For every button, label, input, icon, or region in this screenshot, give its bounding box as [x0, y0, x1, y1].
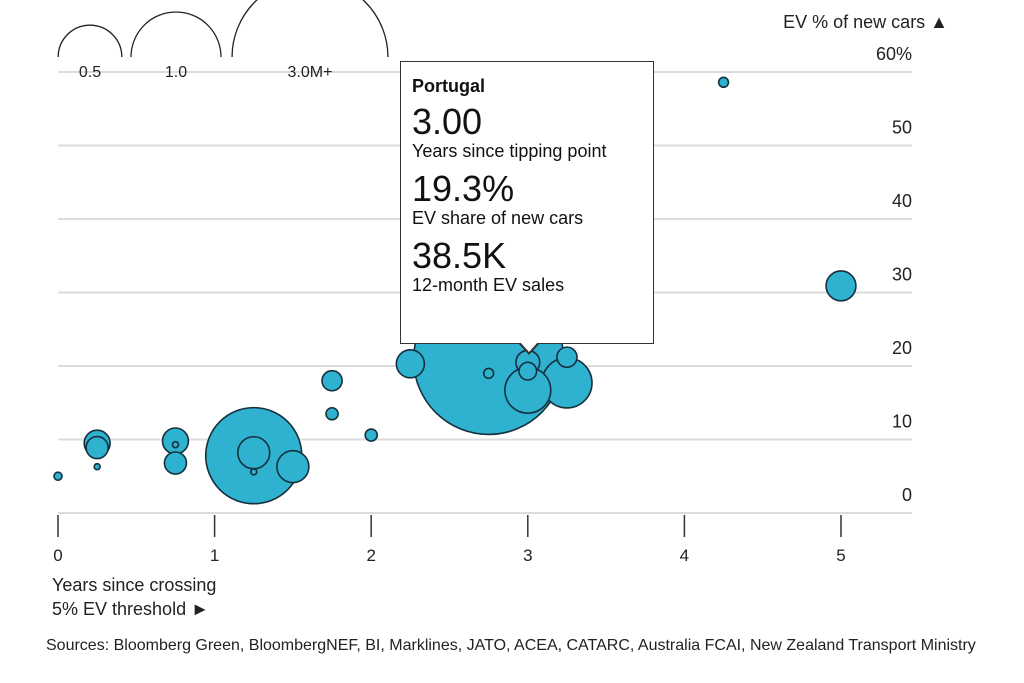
- bubble: [171, 440, 180, 449]
- tooltip-sales-value: 38.5K: [412, 235, 507, 276]
- x-tick-label: 3: [523, 546, 532, 565]
- y-tick-label: 30: [892, 265, 912, 285]
- bubble-portugal: [518, 361, 538, 381]
- size-legend-arc: [130, 11, 222, 58]
- tooltip-years-value: 3.00: [412, 101, 483, 142]
- size-legend-arc: [231, 0, 389, 58]
- tooltip-sales-label: 12-month EV sales: [412, 275, 565, 295]
- bubble: [276, 449, 310, 484]
- x-tick-label: 4: [680, 546, 689, 565]
- y-tick-label: 0: [902, 485, 912, 505]
- size-legend-label: 3.0M+: [288, 64, 333, 81]
- bubble: [85, 435, 109, 460]
- tooltip: Portugal 3.00 Years since tipping point …: [400, 61, 654, 344]
- bubble: [364, 428, 379, 442]
- y-tick-label: 10: [892, 412, 912, 432]
- y-tick-label: 20: [892, 338, 912, 358]
- bubble: [556, 346, 578, 369]
- y-tick-label: 40: [892, 191, 912, 211]
- bubble: [53, 471, 63, 482]
- bubble: [236, 435, 271, 470]
- bubble: [717, 76, 730, 89]
- tooltip-years-label: Years since tipping point: [412, 141, 607, 161]
- size-legend-label: 1.0: [165, 64, 187, 81]
- x-tick-label: 0: [53, 546, 62, 565]
- bubble: [321, 369, 343, 392]
- x-tick-label: 2: [366, 546, 375, 565]
- size-legend-label: 0.5: [79, 64, 101, 81]
- bubble: [93, 462, 101, 471]
- bubble: [163, 451, 188, 475]
- bubble: [482, 367, 495, 380]
- x-axis-title-line1: Years since crossing: [52, 575, 217, 595]
- bubble: [325, 406, 339, 421]
- x-tick-label: 5: [836, 546, 845, 565]
- bubble: [249, 468, 258, 476]
- y-tick-label: 50: [892, 118, 912, 138]
- x-tick-label: 1: [210, 546, 219, 565]
- tooltip-share-label: EV share of new cars: [412, 208, 584, 228]
- bubble: [395, 348, 426, 379]
- y-tick-label: 60%: [876, 44, 912, 64]
- tooltip-share-value: 19.3%: [412, 168, 515, 209]
- y-axis-title: EV % of new cars ▲: [783, 12, 948, 32]
- sources-note: Sources: Bloomberg Green, BloombergNEF, …: [46, 637, 976, 654]
- size-legend-arc: [57, 24, 123, 58]
- x-axis-title-line2: 5% EV threshold ►: [52, 599, 209, 619]
- tooltip-arrow-fill: [520, 342, 538, 352]
- bubble: [825, 270, 857, 302]
- tooltip-country: Portugal: [412, 76, 486, 96]
